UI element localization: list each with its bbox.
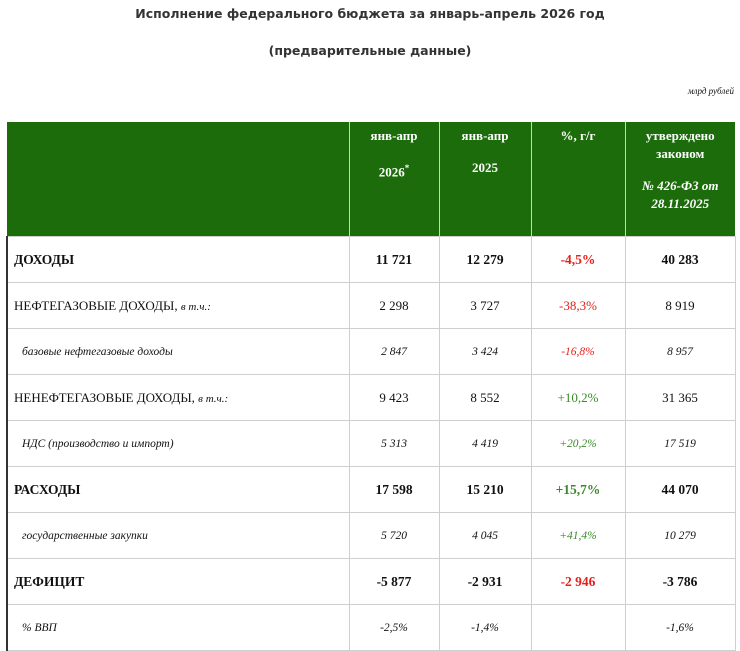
header-year: 2026	[378, 164, 405, 180]
label-note: в т.ч.:	[180, 300, 211, 313]
header-line: утверждено законом	[645, 128, 715, 161]
header-cell: %, г/г	[530, 122, 625, 237]
value-cell: +15,7%	[530, 466, 626, 513]
header-line: янв-апр	[370, 128, 418, 143]
value-cell: 8 919	[624, 282, 736, 329]
value-cell: 4 419	[438, 420, 532, 467]
value-cell: 10 279	[624, 512, 736, 559]
value-cell: 17 598	[348, 466, 440, 513]
header-line: 2025	[441, 159, 530, 177]
header-row: янв-апр 2026* янв-апр 2025 %, г/г утверждено …	[7, 122, 735, 237]
value-cell: -2 931	[438, 558, 532, 605]
header-line: янв-апр	[461, 128, 509, 143]
label-text: НЕНЕФТЕГАЗОВЫЕ ДОХОДЫ,	[14, 389, 195, 405]
table-row: ДЕФИЦИТ -5 877 -2 931 -2 946 -3 786	[6, 558, 736, 605]
value-cell	[530, 604, 626, 651]
header-line: 2026*	[351, 159, 438, 181]
label-note: в т.ч.:	[198, 392, 229, 405]
value-cell: 9 423	[348, 374, 440, 421]
value-cell: -3 786	[624, 558, 736, 605]
value-cell: 11 721	[348, 236, 440, 283]
value-cell: +20,2%	[530, 420, 626, 467]
row-label: ДЕФИЦИТ	[6, 558, 350, 605]
value-cell: 2 298	[348, 282, 440, 329]
value-cell: 17 519	[624, 420, 736, 467]
page: Исполнение федерального бюджета за январ…	[6, 6, 736, 651]
value-cell: -16,8%	[530, 328, 626, 375]
value-cell: 3 727	[438, 282, 532, 329]
row-label: РАСХОДЫ	[6, 466, 350, 513]
subtitle: (предварительные данные)	[268, 43, 472, 58]
value-cell: 40 283	[624, 236, 736, 283]
label-text: НДС (производство и импорт)	[22, 437, 174, 450]
title: Исполнение федерального бюджета за январ…	[135, 6, 605, 21]
label-text: НЕФТЕГАЗОВЫЕ ДОХОДЫ,	[14, 297, 178, 313]
value-cell: 15 210	[438, 466, 532, 513]
table-row: НЕНЕФТЕГАЗОВЫЕ ДОХОДЫ, в т.ч.: 9 423 8 552…	[6, 374, 736, 421]
label-text: % ВВП	[22, 621, 57, 634]
table-row: ДОХОДЫ 11 721 12 279 -4,5% 40 283	[6, 236, 736, 283]
unit-note: млрд рублей	[687, 86, 734, 96]
table-row: государственные закупки 5 720 4 045 +41,4% 1…	[6, 512, 736, 559]
value-cell: 5 313	[348, 420, 440, 467]
row-label: ДОХОДЫ	[6, 236, 350, 283]
row-label: НДС (производство и импорт)	[6, 420, 350, 467]
value-cell: 12 279	[438, 236, 532, 283]
table-row: базовые нефтегазовые доходы 2 847 3 424 -16…	[6, 328, 736, 375]
value-cell: -38,3%	[530, 282, 626, 329]
row-label: государственные закупки	[6, 512, 350, 559]
value-cell: -2,5%	[348, 604, 440, 651]
budget-table: янв-апр 2026* янв-апр 2025 %, г/г утверждено …	[6, 122, 736, 651]
header-year: 2025	[472, 160, 498, 175]
row-label: НЕНЕФТЕГАЗОВЫЕ ДОХОДЫ, в т.ч.:	[6, 374, 350, 421]
header-line: № 426-ФЗ от 28.11.2025	[627, 177, 735, 213]
header-cell: утверждено законом № 426-ФЗ от 28.11.2025	[624, 122, 735, 237]
label-text: государственные закупки	[22, 529, 148, 542]
header-cell	[7, 122, 349, 237]
table-body: ДОХОДЫ 11 721 12 279 -4,5% 40 283 НЕФТЕГАЗОВЫ…	[6, 236, 736, 651]
row-label: базовые нефтегазовые доходы	[6, 328, 350, 375]
value-cell: -4,5%	[530, 236, 626, 283]
label-text: РАСХОДЫ	[14, 481, 81, 497]
value-cell: 4 045	[438, 512, 532, 559]
value-cell: 8 552	[438, 374, 532, 421]
table-row: НЕФТЕГАЗОВЫЕ ДОХОДЫ, в т.ч.: 2 298 3 727 -3…	[6, 282, 736, 329]
value-cell: 31 365	[624, 374, 736, 421]
value-cell: 8 957	[624, 328, 736, 375]
label-text: ДЕФИЦИТ	[14, 573, 85, 589]
value-cell: 3 424	[438, 328, 532, 375]
table-row: РАСХОДЫ 17 598 15 210 +15,7% 44 070	[6, 466, 736, 513]
value-cell: +10,2%	[530, 374, 626, 421]
value-cell: 5 720	[348, 512, 440, 559]
value-cell: +41,4%	[530, 512, 626, 559]
header-year: № 426-ФЗ от 28.11.2025	[641, 178, 719, 211]
value-cell: 44 070	[624, 466, 736, 513]
header-cell: янв-апр 2026*	[348, 122, 439, 237]
value-cell: -1,4%	[438, 604, 532, 651]
value-cell: -2 946	[530, 558, 626, 605]
footnote-mark: *	[404, 163, 410, 173]
value-cell: -5 877	[348, 558, 440, 605]
row-label: НЕФТЕГАЗОВЫЕ ДОХОДЫ, в т.ч.:	[6, 282, 350, 329]
header-line: %, г/г	[560, 128, 596, 143]
row-label: % ВВП	[6, 604, 350, 651]
label-text: ДОХОДЫ	[14, 251, 75, 267]
header-cell: янв-апр 2025	[438, 122, 531, 237]
table-row: НДС (производство и импорт) 5 313 4 419 +20…	[6, 420, 736, 467]
value-cell: -1,6%	[624, 604, 736, 651]
value-cell: 2 847	[348, 328, 440, 375]
table-row: % ВВП -2,5% -1,4% -1,6%	[6, 604, 736, 651]
label-text: базовые нефтегазовые доходы	[22, 345, 173, 358]
